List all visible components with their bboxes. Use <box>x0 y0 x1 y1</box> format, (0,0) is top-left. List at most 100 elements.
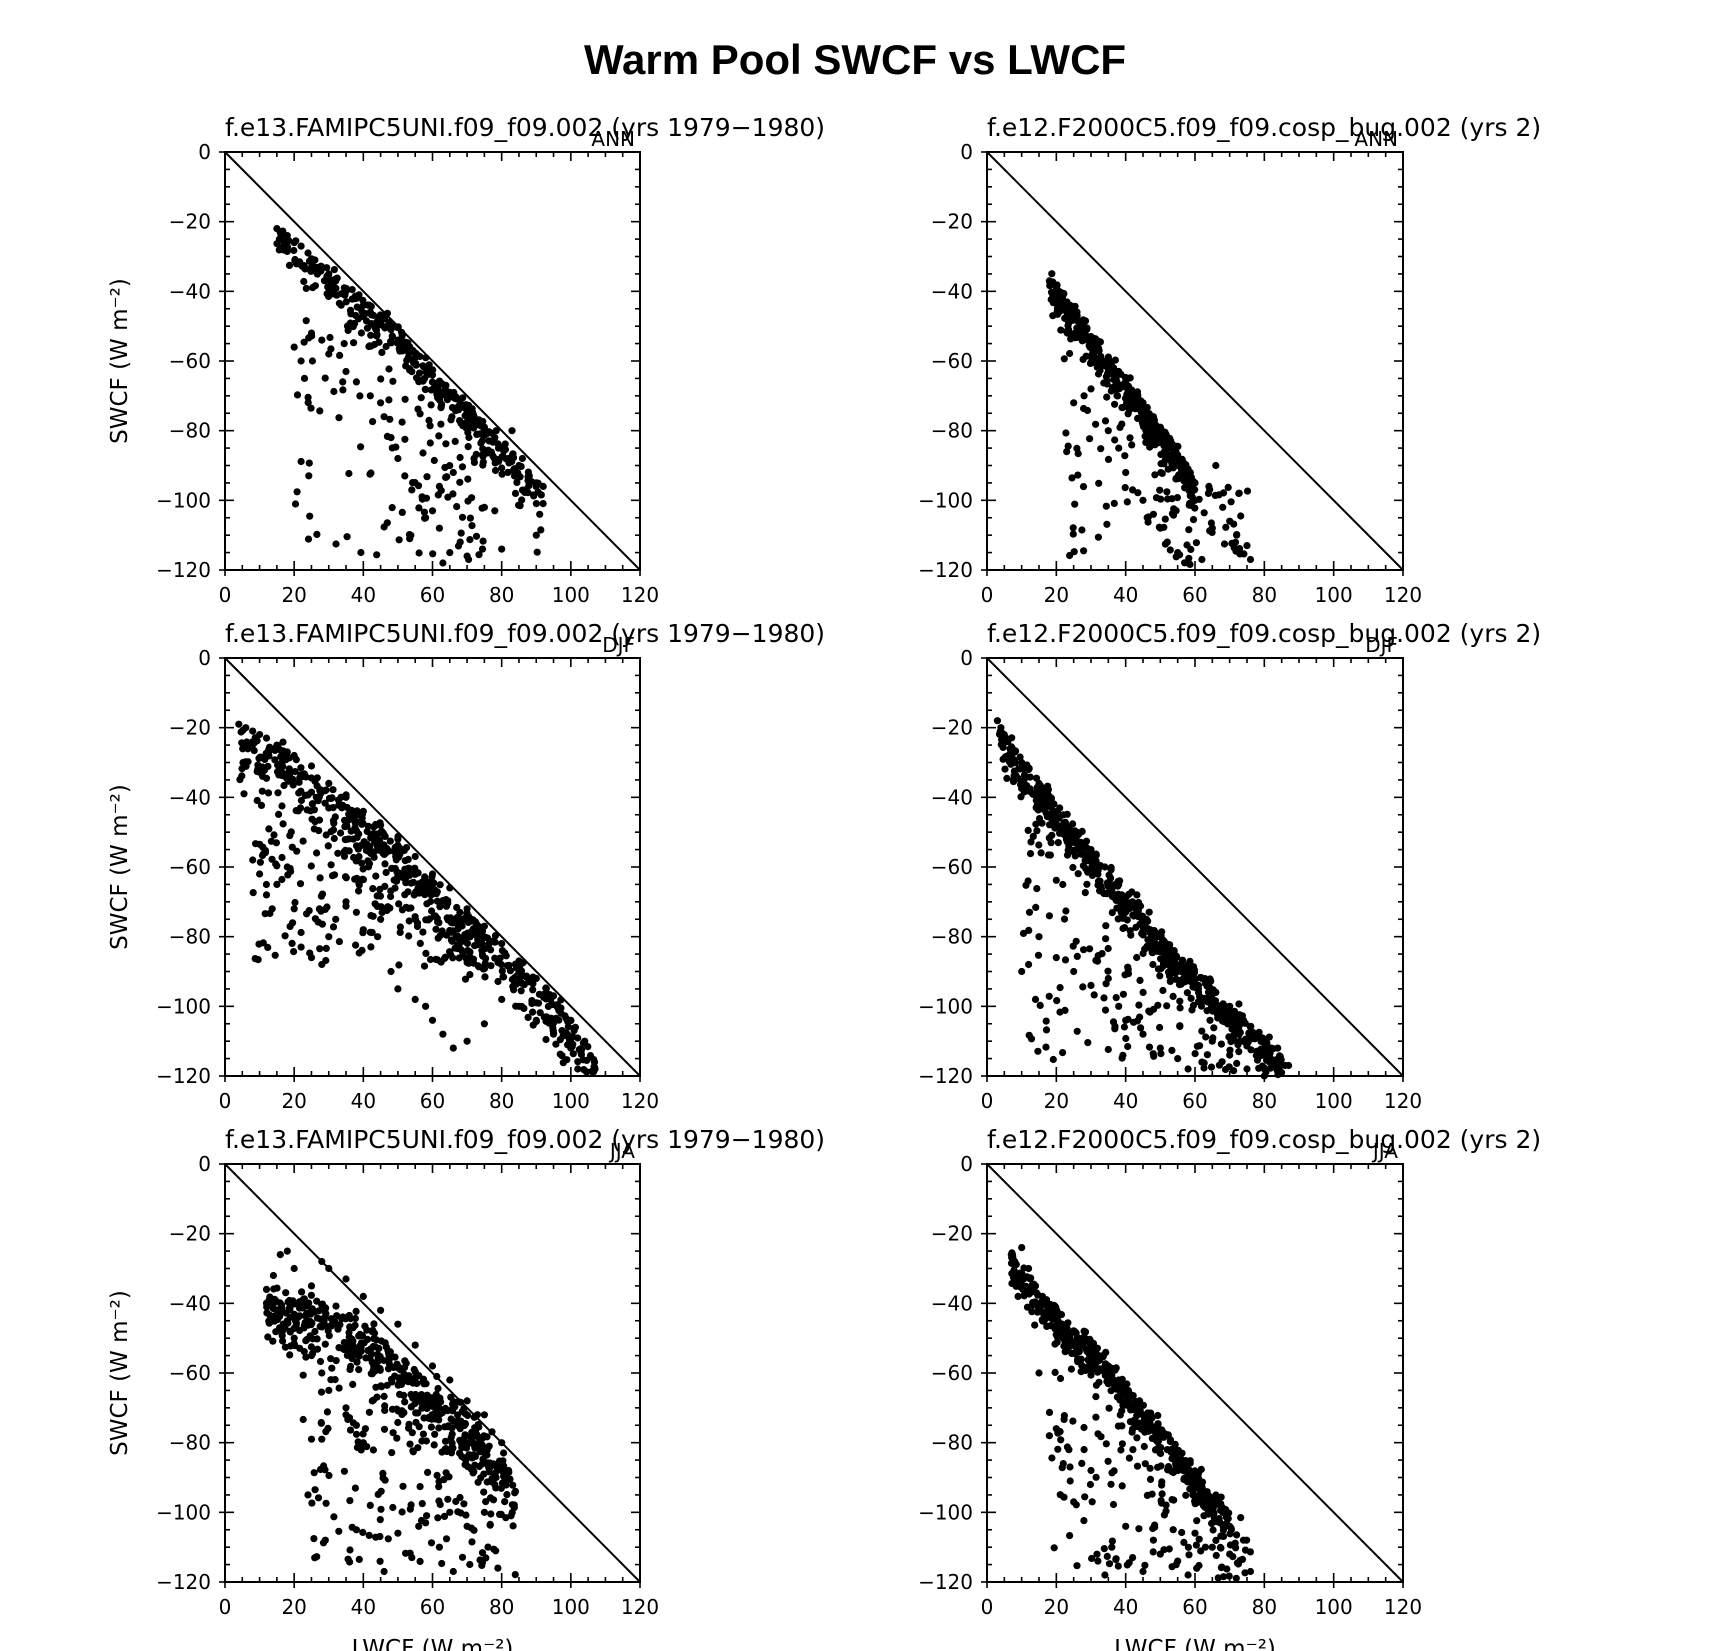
scatter-point <box>438 1559 446 1568</box>
scatter-point <box>402 844 411 852</box>
scatter-point <box>1224 1522 1232 1530</box>
scatter-point <box>1188 1006 1196 1014</box>
scatter-point <box>1156 428 1164 436</box>
scatter-point <box>1012 747 1020 755</box>
scatter-point <box>1116 893 1124 902</box>
scatter-point <box>337 793 345 801</box>
scatter-point <box>307 1282 316 1290</box>
scatter-point <box>396 923 404 931</box>
scatter-point <box>1073 1562 1081 1570</box>
scatter-point <box>559 1059 567 1067</box>
y-tick-label: 0 <box>960 140 973 164</box>
scatter-point <box>378 908 386 917</box>
scatter-point <box>348 810 356 818</box>
scatter-point <box>1187 473 1195 481</box>
scatter-point <box>1201 1543 1209 1551</box>
scatter-point <box>411 995 419 1004</box>
scatter-point <box>1145 1043 1154 1051</box>
scatter-point <box>300 374 309 382</box>
scatter-point <box>1081 1328 1090 1336</box>
scatter-point <box>431 1430 439 1438</box>
scatter-point <box>324 1424 332 1432</box>
scatter-point <box>291 500 300 508</box>
scatter-point <box>1079 842 1087 851</box>
scatter-point <box>473 940 482 948</box>
scatter-point <box>352 311 360 320</box>
y-tick-label: −120 <box>156 558 211 582</box>
ticks <box>219 1163 641 1588</box>
scatter-point <box>423 1404 431 1413</box>
scatter-point <box>503 1491 511 1499</box>
scatter-point <box>1228 1025 1236 1033</box>
scatter-point <box>1054 1445 1062 1453</box>
scatter-point <box>1078 1459 1086 1467</box>
scatter-point <box>1212 1536 1220 1544</box>
scatter-point <box>441 1437 450 1445</box>
scatter-point <box>1079 316 1087 324</box>
scatter-point <box>1151 471 1159 479</box>
scatter-point <box>419 928 427 936</box>
scatter-point <box>518 496 526 504</box>
scatter-point <box>457 1509 465 1517</box>
scatter-point <box>345 1414 354 1422</box>
scatter-point <box>1095 479 1103 487</box>
scatter-point <box>297 457 305 466</box>
y-axis-title: SWCF (W m⁻²) <box>107 784 133 950</box>
scatter-point <box>359 929 367 937</box>
scatter-point <box>1176 1004 1184 1012</box>
scatter-point <box>411 1400 419 1408</box>
scatter-point <box>430 912 438 920</box>
scatter-point <box>275 810 283 819</box>
scatter-point <box>376 1366 384 1374</box>
panel-jja-fe13: f.e13.FAMIPC5UNI.f09_f09.002 (yrs 1979−1… <box>107 1125 825 1651</box>
scatter-point <box>511 1571 519 1579</box>
scatter-points <box>235 720 599 1076</box>
scatter-point <box>1092 342 1100 350</box>
scatter-point <box>352 1307 360 1315</box>
scatter-point <box>1111 400 1119 408</box>
x-tick-label: 0 <box>981 1089 994 1113</box>
scatter-point <box>1234 1023 1242 1032</box>
scatter-point <box>1086 1480 1094 1489</box>
scatter-point <box>1095 1378 1103 1386</box>
scatter-point <box>286 832 294 840</box>
scatter-point <box>275 1306 283 1314</box>
scatter-point <box>406 1549 414 1557</box>
scatter-point <box>1047 804 1056 812</box>
scatter-point <box>1060 915 1069 923</box>
scatter-point <box>395 1365 403 1373</box>
scatter-point <box>1031 1321 1039 1329</box>
scatter-point <box>1151 1446 1160 1454</box>
scatter-point <box>273 880 281 889</box>
scatter-point <box>434 491 442 499</box>
scatter-point <box>1114 877 1122 886</box>
scatter-point <box>1160 1511 1168 1519</box>
scatter-point <box>363 324 371 332</box>
scatter-point <box>468 917 476 925</box>
scatter-point <box>432 1409 440 1417</box>
scatter-point <box>407 531 415 539</box>
scatter-point <box>1193 1042 1201 1050</box>
scatter-point <box>1246 1567 1255 1576</box>
scatter-point <box>422 1437 430 1445</box>
scatter-point <box>307 1435 316 1443</box>
scatter-point <box>1100 994 1108 1002</box>
scatter-point <box>330 387 338 396</box>
scatter-point <box>459 394 467 402</box>
x-tick-label: 0 <box>219 1595 232 1619</box>
scatter-point <box>1184 1571 1192 1579</box>
scatter-point <box>511 960 520 968</box>
scatter-point <box>1178 956 1187 964</box>
scatter-point <box>462 954 470 963</box>
scatter-point <box>441 953 449 961</box>
scatter-point <box>344 816 352 824</box>
scatter-point <box>327 861 335 869</box>
scatter-point <box>1033 827 1041 835</box>
scatter-point <box>317 789 325 797</box>
scatter-point <box>302 317 310 325</box>
scatter-point <box>1225 1013 1233 1021</box>
scatter-point <box>367 331 375 339</box>
scatter-point <box>313 1297 321 1305</box>
scatter-point <box>401 395 409 403</box>
ticks <box>981 657 1404 1082</box>
